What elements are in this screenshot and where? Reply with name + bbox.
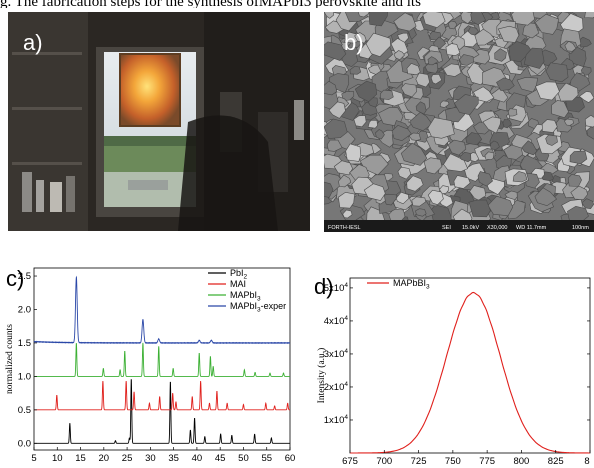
xrd-plot-frame (33, 267, 291, 451)
xrd-y-axis-label: normalized counts (5, 324, 15, 394)
xrd-x-tick-label-9: 50 (238, 453, 249, 464)
pl-x-tick-label-4: 775 (479, 456, 495, 467)
sem-bar-scale: 100nm (572, 225, 589, 231)
pl-y-tick-label-3: 4x104 (324, 315, 349, 327)
pl-x-tick-label-6: 825 (548, 456, 564, 467)
sem-bar-lab: FORTH-IESL (328, 225, 361, 231)
xrd-y-tick-label-4: 2.0 (18, 304, 31, 315)
xrd-x-tick-label-1: 10 (52, 453, 63, 464)
xrd-legend-label-1: MAI (230, 279, 246, 289)
pl-y-tick-label-2: 3x104 (324, 348, 349, 360)
panel-a-photo: a) (8, 12, 310, 231)
figure-caption: g. The fabrication steps for the synthes… (0, 0, 421, 8)
panel-c-xrd-chart: 5 10 15 20 25 30 35 40 45 50 55 60 0.0 0.5 1.0 1.5 2.0 2.… (0, 250, 300, 468)
xrd-y-tick-label-0: 0.0 (18, 438, 31, 449)
pl-chart: 675 700 725 750 775 800 825 8 1x104 2x104 3x104 4x1… (314, 274, 591, 467)
sem-bar-mode: SEI (442, 225, 451, 231)
xrd-x-tick-label-8: 45 (215, 453, 226, 464)
panel-d-label: d) (314, 274, 334, 299)
xrd-x-tick-label-0: 5 (31, 453, 36, 464)
sem-bar-wd: WD 11.7mm (516, 225, 547, 231)
lab-photo-illustration: a) (8, 12, 310, 231)
pl-x-tick-label-3: 750 (445, 456, 461, 467)
xrd-series-line-1 (34, 381, 290, 411)
xrd-y-tick-label-2: 1.0 (18, 371, 31, 382)
pl-x-tick-label-1: 700 (376, 456, 392, 467)
xrd-x-tick-label-5: 30 (145, 453, 156, 464)
pl-x-tick-label-7: 8 (584, 456, 589, 467)
pl-plot-frame (349, 277, 591, 454)
xrd-y-tick-label-5: 2.5 (18, 271, 31, 282)
panel-c-label: c) (6, 266, 24, 291)
xrd-legend-label-2: MAPbI3 (230, 290, 261, 303)
xrd-y-tick-label-3: 1.5 (18, 338, 31, 349)
xrd-series-line-2 (34, 342, 290, 377)
xrd-x-tick-label-2: 15 (75, 453, 86, 464)
pl-x-tick-label-2: 725 (411, 456, 427, 467)
pl-y-tick-label-0: 1x104 (324, 414, 349, 426)
panel-b-label: b) (344, 30, 364, 55)
panel-b-sem-image: FORTH-IESL SEI 15.0kV X30,000 WD 11.7mm … (324, 12, 594, 232)
pl-legend-label: MAPbBI3 (393, 278, 430, 291)
pl-y-axis-label: Intensity (a.u.) (316, 348, 327, 404)
xrd-x-tick-label-3: 20 (99, 453, 110, 464)
panel-a-label: a) (23, 30, 43, 55)
xrd-legend-label-3: MAPbI3-exper (230, 301, 286, 314)
xrd-chart: 5 10 15 20 25 30 35 40 45 50 55 60 0.0 0.5 1.0 1.5 2.0 2.… (5, 266, 296, 464)
xrd-series-line-0 (34, 379, 290, 444)
pl-x-tick-label-5: 800 (513, 456, 529, 467)
xrd-x-tick-label-4: 25 (122, 453, 133, 464)
pl-y-tick-label-4: 5x104 (324, 282, 349, 294)
pl-x-tick-label-0: 675 (342, 456, 358, 467)
xrd-series-line-3 (33, 275, 291, 344)
panel-d-pl-chart: 675 700 725 750 775 800 825 8 1x104 2x104 3x104 4x1… (300, 250, 594, 468)
xrd-x-tick-label-11: 60 (285, 453, 296, 464)
sem-bar-voltage: 15.0kV (462, 225, 479, 231)
xrd-x-tick-label-10: 55 (261, 453, 272, 464)
pl-y-tick-label-1: 2x104 (324, 381, 349, 393)
sem-bar-magnification: X30,000 (487, 225, 508, 231)
sem-grains: FORTH-IESL SEI 15.0kV X30,000 WD 11.7mm … (324, 12, 594, 232)
pl-series-line (350, 291, 590, 454)
xrd-x-tick-label-6: 35 (168, 453, 179, 464)
xrd-y-tick-label-1: 0.5 (18, 405, 31, 416)
xrd-legend-label-0: PbI2 (230, 268, 248, 281)
xrd-x-tick-label-7: 40 (192, 453, 203, 464)
